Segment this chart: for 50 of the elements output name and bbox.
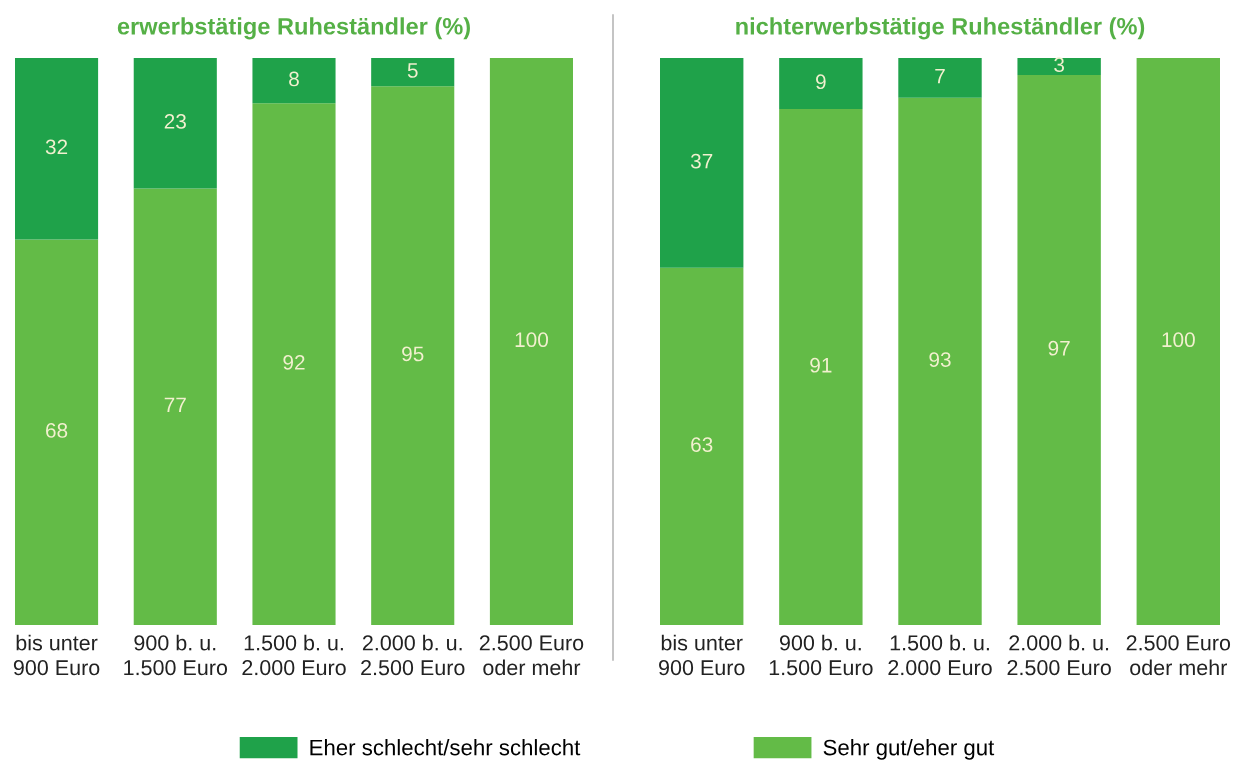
data-label: 91 [810, 357, 832, 373]
bar [660, 267, 744, 625]
bar [660, 58, 744, 268]
data-label: 23 [164, 114, 186, 129]
bar [133, 188, 217, 625]
bar [779, 58, 863, 110]
bar [898, 97, 982, 625]
x-tick-label: 2.500 Euro oder mehr [1126, 635, 1231, 676]
bar [1017, 58, 1101, 76]
legend-label: Eher schlecht/sehr schlecht [310, 739, 581, 756]
data-label: 77 [164, 397, 186, 413]
data-label: 97 [1048, 340, 1070, 356]
bar [252, 103, 336, 625]
bar [898, 58, 982, 98]
data-label: 37 [690, 153, 713, 169]
data-label: 100 [515, 332, 549, 348]
data-label: 32 [45, 139, 68, 155]
data-label: 63 [691, 437, 713, 452]
x-tick-label: 1.500 b. u. 2.000 Euro [888, 634, 992, 676]
data-label: 92 [283, 355, 305, 370]
bar [371, 86, 455, 625]
data-label: 3 [1054, 57, 1065, 73]
x-tick-label: 2.000 b. u. 2.500 Euro [1007, 634, 1111, 676]
data-label: 93 [929, 352, 951, 367]
bar [15, 58, 99, 240]
bar [489, 58, 573, 625]
chart-title: nichterwerbstätige Ruheständler (%) [736, 17, 1145, 40]
data-label: 8 [289, 71, 299, 87]
data-label: 100 [1162, 332, 1195, 348]
bar [133, 58, 217, 189]
x-tick-label: 2.500 Euro oder mehr [479, 635, 584, 676]
legend-label: Sehr gut/eher gut [823, 739, 995, 760]
x-tick-label: 900 b. u. 1.500 Euro [769, 634, 873, 676]
bar [252, 58, 336, 104]
bar [1017, 75, 1101, 625]
bar [371, 58, 455, 87]
x-tick-label: 1.500 b. u. 2.000 Euro [242, 634, 346, 676]
data-label: 68 [46, 423, 68, 438]
bar [1136, 58, 1220, 625]
data-label: 9 [816, 74, 826, 90]
x-tick-label: bis unter 900 Euro [13, 634, 100, 676]
x-tick-label: bis unter 900 Euro [659, 634, 745, 676]
bar [779, 109, 863, 625]
bar [15, 239, 99, 625]
data-label: 95 [402, 346, 424, 362]
x-tick-label: 900 b. u. 1.500 Euro [124, 634, 228, 676]
x-tick-label: 2.000 b. u. 2.500 Euro [361, 634, 465, 676]
data-label: 5 [407, 63, 418, 78]
chart-title: erwerbstätige Ruheständler (%) [117, 17, 470, 40]
data-label: 7 [935, 68, 945, 84]
